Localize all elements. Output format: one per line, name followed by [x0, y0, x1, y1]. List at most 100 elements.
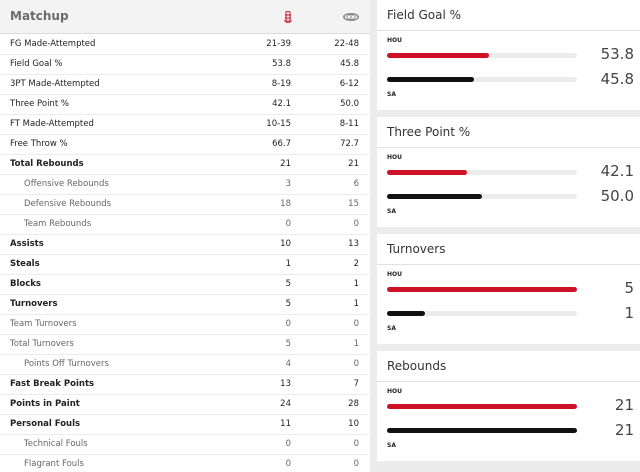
hou-value: 66.7 [272, 139, 291, 149]
hou-value: 5 [285, 279, 291, 289]
hou-value: 53.8 [272, 59, 291, 69]
stat-label: Technical Fouls [24, 439, 88, 449]
hou-value: 13 [280, 379, 291, 389]
hou-value: 4 [285, 359, 291, 369]
bar-fill-sa [387, 428, 577, 433]
sa-value: 1 [353, 339, 359, 349]
stat-row: FT Made-Attempted 10-15 8-11 [0, 115, 370, 135]
hou-value: 8-19 [271, 79, 291, 89]
card-title: Rebounds [387, 359, 447, 373]
matchup-title: Matchup [10, 9, 69, 23]
card-divider [377, 264, 640, 265]
hou-value: 21 [280, 159, 291, 169]
card-title: Field Goal % [387, 8, 462, 22]
hou-value: 18 [280, 199, 291, 209]
team-label-hou: HOU [387, 271, 402, 278]
bar-track-sa [387, 428, 577, 433]
stat-row: Personal Fouls 11 10 [0, 415, 370, 435]
stat-row: Steals 1 2 [0, 255, 370, 275]
bar-fill-sa [387, 77, 475, 82]
hou-value: 21-39 [266, 39, 291, 49]
team-label-sa: SA [387, 208, 396, 215]
comparison-card: Field Goal % HOU 53.8 45.8 SA [377, 0, 640, 110]
stat-row: Field Goal % 53.8 45.8 [0, 55, 370, 75]
sa-value: 22-48 [334, 39, 359, 49]
stat-row: FG Made-Attempted 21-39 22-48 [0, 35, 370, 55]
stat-label: Flagrant Fouls [24, 459, 84, 469]
sa-value: 8-11 [339, 119, 359, 129]
sa-value: 0 [353, 459, 359, 469]
hou-value: 42.1 [272, 99, 291, 109]
hou-value: 5 [285, 299, 291, 309]
hou-value: 1 [285, 259, 291, 269]
sa-value: 2 [353, 259, 359, 269]
sa-value: 0 [353, 359, 359, 369]
spurs-logo-icon [342, 8, 359, 21]
stat-row: Team Rebounds 0 0 [0, 215, 370, 235]
team-label-hou: HOU [387, 37, 402, 44]
stat-row: Total Turnovers 5 1 [0, 335, 370, 355]
stat-label: Offensive Rebounds [24, 179, 109, 189]
hou-value: 0 [285, 439, 291, 449]
bar-fill-hou [387, 404, 577, 409]
stat-label: FG Made-Attempted [10, 39, 96, 49]
rockets-logo-icon [280, 8, 296, 24]
team-label-sa: SA [387, 442, 396, 449]
stat-row: Fast Break Points 13 7 [0, 375, 370, 395]
hou-value: 10 [280, 239, 291, 249]
hou-value: 11 [280, 419, 291, 429]
stat-label: Free Throw % [10, 139, 68, 149]
stat-label: FT Made-Attempted [10, 119, 94, 129]
comparison-card: Rebounds HOU 21 21 SA [377, 351, 640, 461]
card-divider [377, 30, 640, 31]
stat-label: Team Rebounds [24, 219, 92, 229]
sa-value: 10 [348, 419, 359, 429]
bar-fill-hou [387, 53, 490, 58]
team-label-hou: HOU [387, 388, 402, 395]
bar-track-hou [387, 170, 577, 175]
sa-value: 15 [348, 199, 359, 209]
hou-value: 3 [285, 179, 291, 189]
hou-value: 0 [285, 459, 291, 469]
team-label-sa: SA [387, 325, 396, 332]
stat-label: Steals [10, 259, 40, 269]
stat-label: Team Turnovers [10, 319, 77, 329]
hou-value: 10-15 [266, 119, 291, 129]
value-sa: 45.8 [600, 70, 634, 88]
stat-row: Blocks 5 1 [0, 275, 370, 295]
stat-label: Assists [10, 239, 44, 249]
bar-fill-hou [387, 287, 577, 292]
card-title: Three Point % [387, 125, 471, 139]
value-sa: 50.0 [600, 187, 634, 205]
sa-value: 28 [348, 399, 359, 409]
stat-row: Free Throw % 66.7 72.7 [0, 135, 370, 155]
value-sa: 21 [614, 421, 634, 439]
stat-row: Flagrant Fouls 0 0 [0, 455, 370, 472]
bar-track-sa [387, 77, 577, 82]
stat-label: Personal Fouls [10, 419, 81, 429]
stat-row: Three Point % 42.1 50.0 [0, 95, 370, 115]
sa-value: 6-12 [339, 79, 359, 89]
bar-track-sa [387, 311, 577, 316]
stat-label: Total Rebounds [10, 159, 84, 169]
matchup-header: Matchup [0, 0, 370, 34]
sa-value: 0 [353, 439, 359, 449]
sa-value: 1 [353, 279, 359, 289]
stat-label: 3PT Made-Attempted [10, 79, 100, 89]
stat-row: Offensive Rebounds 3 6 [0, 175, 370, 195]
stat-row: Defensive Rebounds 18 15 [0, 195, 370, 215]
card-divider [377, 147, 640, 148]
stat-label: Fast Break Points [10, 379, 95, 389]
value-hou: 5 [624, 279, 634, 297]
bar-fill-sa [387, 194, 482, 199]
stat-row: Points in Paint 24 28 [0, 395, 370, 415]
team-label-sa: SA [387, 91, 396, 98]
sa-value: 1 [353, 299, 359, 309]
stat-label: Points in Paint [10, 399, 80, 409]
stat-row: Assists 10 13 [0, 235, 370, 255]
stat-label: Defensive Rebounds [24, 199, 112, 209]
team-label-hou: HOU [387, 154, 402, 161]
stat-row: Team Turnovers 0 0 [0, 315, 370, 335]
card-divider [377, 381, 640, 382]
stat-label: Total Turnovers [10, 339, 74, 349]
